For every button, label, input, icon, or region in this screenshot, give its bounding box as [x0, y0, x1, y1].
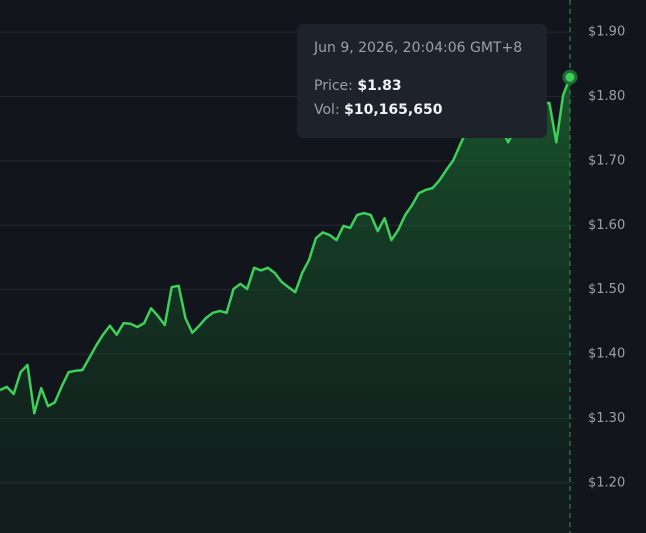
area — [0, 77, 570, 533]
y-tick-label: $1.20 — [588, 475, 625, 490]
y-tick-label: $1.60 — [588, 218, 625, 233]
y-tick-label: $1.50 — [588, 282, 625, 297]
tooltip-volume: Vol: $10,165,650 — [314, 98, 530, 122]
tooltip: Jun 9, 2026, 20:04:06 GMT+8 Price: $1.83… — [297, 24, 547, 138]
y-tick-label: $1.70 — [588, 153, 625, 168]
tooltip-volume-value: $10,165,650 — [344, 102, 443, 118]
tooltip-volume-label: Vol: — [314, 102, 340, 118]
tooltip-price: Price: $1.83 — [314, 74, 530, 98]
y-tick-label: $1.30 — [588, 411, 625, 426]
y-tick-label: $1.40 — [588, 347, 625, 362]
y-tick-label: $1.90 — [588, 25, 625, 40]
tooltip-price-label: Price: — [314, 78, 353, 94]
y-tick-label: $1.80 — [588, 89, 625, 104]
hover-point — [562, 69, 578, 85]
tooltip-price-value: $1.83 — [357, 78, 402, 94]
tooltip-title: Jun 9, 2026, 20:04:06 GMT+8 — [314, 40, 523, 56]
